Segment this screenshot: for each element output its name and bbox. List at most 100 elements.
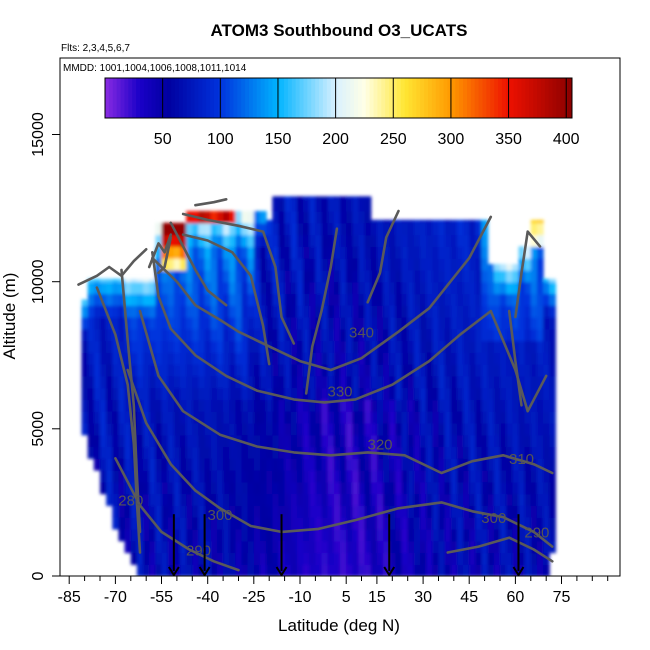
heatmap-cell [333, 446, 341, 459]
heatmap-cell [352, 564, 360, 576]
heatmap-cell [112, 493, 120, 506]
heatmap-cell [487, 411, 495, 424]
heatmap-cell [192, 293, 200, 306]
heatmap-cell [487, 281, 495, 295]
heatmap-cell [272, 517, 280, 530]
heatmap-cell [87, 387, 95, 401]
heatmap-cell [266, 528, 273, 542]
heatmap-cell [512, 411, 520, 424]
heatmap-cell [426, 269, 433, 283]
heatmap-cell [395, 505, 403, 518]
heatmap-cell [432, 411, 440, 424]
heatmap-cell [309, 211, 316, 224]
heatmap-cell [352, 211, 360, 224]
heatmap-cell [506, 552, 513, 565]
heatmap-cell [241, 470, 249, 483]
heatmap-cell [210, 399, 218, 412]
heatmap-cell [241, 434, 249, 448]
heatmap-cell [100, 446, 107, 459]
heatmap-cell [303, 234, 310, 247]
heatmap-cell [549, 470, 556, 483]
heatmap-cell [500, 434, 507, 448]
heatmap-cell [438, 317, 446, 330]
heatmap-cell [173, 528, 181, 542]
heatmap-cell [186, 258, 193, 271]
heatmap-cell [426, 293, 433, 306]
heatmap-cell [247, 564, 255, 576]
heatmap-cell [247, 399, 255, 412]
heatmap-cell [155, 364, 163, 377]
heatmap-cell [432, 317, 440, 330]
heatmap-cell [229, 505, 236, 518]
heatmap-cell [444, 540, 452, 554]
heatmap-cell [290, 340, 298, 353]
heatmap-cell [518, 505, 526, 518]
heatmap-cell [284, 387, 292, 401]
heatmap-cell [229, 470, 236, 483]
heatmap-cell [333, 481, 341, 495]
heatmap-cell [432, 528, 440, 542]
x-axis: -85 -70 -55 -40 -25 -10 5 15 30 45 60 75 [58, 576, 609, 606]
heatmap-cell [284, 364, 292, 377]
heatmap-cell [340, 493, 347, 506]
heatmap-cell [438, 219, 446, 224]
heatmap-cell [456, 340, 464, 353]
colorbar-segment [346, 78, 351, 118]
heatmap-cell [229, 564, 236, 576]
heatmap-cell [333, 470, 341, 483]
heatmap-cell [358, 293, 366, 306]
heatmap-cell [173, 517, 181, 530]
heatmap-cell [481, 481, 489, 495]
heatmap-cell [463, 493, 470, 506]
colorbar-segment [361, 78, 367, 118]
heatmap-cell [432, 328, 440, 342]
heatmap-cell [284, 293, 292, 306]
heatmap-cell [493, 411, 501, 424]
heatmap-cell [272, 458, 280, 471]
heatmap-cell [260, 246, 267, 259]
heatmap-cell [266, 328, 273, 342]
contour-line [126, 368, 554, 548]
heatmap-cell [143, 446, 150, 459]
heatmap-cell [229, 446, 236, 459]
heatmap-cell [481, 564, 489, 576]
heatmap-cell [253, 211, 261, 224]
heatmap-cell [143, 399, 150, 412]
heatmap-cell [475, 293, 483, 306]
heatmap-cell [444, 446, 452, 459]
heatmap-cell [383, 364, 390, 377]
heatmap-cell [524, 422, 532, 436]
colorbar-segment [159, 78, 164, 118]
colorbar-segment [509, 78, 515, 118]
heatmap-cell [340, 422, 347, 436]
heatmap-cell [81, 399, 89, 412]
heatmap-cell [296, 340, 304, 353]
heatmap-cell [149, 305, 156, 318]
flight-arrow-head [167, 566, 180, 576]
heatmap-cell [376, 493, 384, 506]
heatmap-cell [87, 434, 95, 448]
heatmap-cell [358, 552, 366, 565]
heatmap-cell [358, 364, 366, 377]
colorbar-segment [264, 78, 269, 118]
heatmap-cell [487, 458, 495, 471]
heatmap-cell [536, 328, 544, 342]
heatmap-cell [192, 540, 200, 554]
heatmap-cell [426, 340, 433, 353]
heatmap-cell [549, 481, 556, 495]
colorbar-segment [396, 78, 402, 118]
heatmap-cell [549, 517, 556, 530]
heatmap-cell [469, 387, 476, 401]
heatmap-cell [229, 352, 236, 365]
heatmap-cell [407, 234, 415, 247]
heatmap-cell [155, 517, 163, 530]
heatmap-cell [321, 505, 329, 518]
heatmap-cell [549, 434, 556, 448]
heatmap-cell [383, 422, 390, 436]
heatmap-cell [216, 481, 224, 495]
heatmap-cell [278, 196, 286, 200]
heatmap-cell [426, 258, 433, 271]
heatmap-cell [346, 196, 353, 200]
heatmap-cell [296, 199, 304, 212]
heatmap-cell [475, 446, 483, 459]
